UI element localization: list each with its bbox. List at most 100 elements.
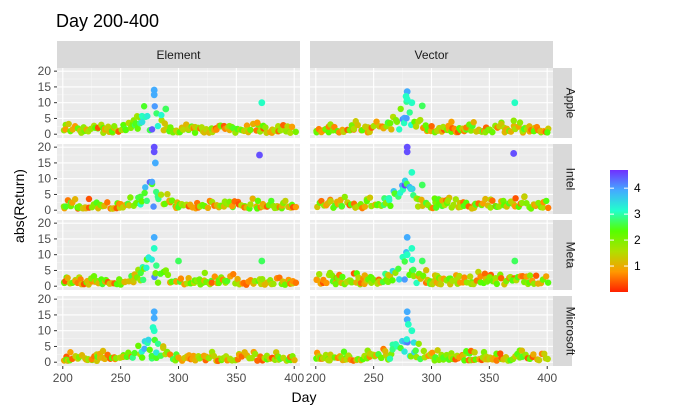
data-point [104, 199, 111, 206]
data-point [382, 348, 389, 355]
row-strip-microsoft: Microsoft [553, 296, 578, 366]
y-tick-label: 5 [44, 187, 51, 201]
data-point [151, 103, 158, 110]
x-tick-label: 350 [226, 371, 246, 385]
data-point [350, 125, 358, 133]
panel-microsoft-element [57, 296, 300, 366]
column-strip-label: Vector [414, 48, 448, 62]
x-tick-label: 300 [168, 371, 188, 385]
data-point [410, 272, 417, 280]
data-point [71, 196, 79, 203]
data-point-outlier [256, 151, 263, 159]
data-point [208, 279, 215, 286]
panel-apple-element [57, 68, 300, 138]
y-tick-label: 15 [38, 232, 52, 246]
data-point [386, 355, 394, 362]
data-point [386, 197, 393, 204]
data-point [141, 189, 148, 197]
data-point [131, 349, 138, 357]
data-point [143, 197, 151, 205]
data-point [419, 272, 427, 279]
data-point [497, 274, 505, 282]
y-tick-label: 15 [38, 80, 52, 94]
data-point [332, 280, 339, 288]
points [313, 233, 552, 288]
data-point [259, 275, 266, 283]
data-point [282, 197, 289, 205]
data-point [77, 276, 84, 283]
data-point [223, 277, 231, 285]
data-point [395, 265, 402, 272]
data-point [90, 272, 98, 280]
data-point [510, 117, 517, 124]
legend-tick-label: 1 [634, 259, 641, 273]
data-point [148, 256, 155, 263]
data-point [268, 197, 275, 205]
data-point [143, 264, 150, 272]
data-point [512, 195, 519, 202]
data-point-outlier [402, 92, 410, 100]
data-point [412, 123, 420, 130]
data-point-outlier [403, 148, 411, 156]
points [314, 143, 552, 212]
data-point [134, 125, 141, 132]
data-point-outlier [162, 105, 170, 113]
data-point [164, 271, 172, 279]
data-point [354, 121, 361, 129]
y-axis-title: abs(Return) [11, 169, 27, 243]
data-point [471, 349, 478, 356]
data-point [539, 204, 547, 211]
data-point [452, 196, 460, 203]
data-point-outlier [150, 143, 158, 151]
panel-apple-vector [310, 68, 553, 138]
data-point-outlier [403, 251, 411, 259]
data-point [152, 270, 159, 277]
y-tick-label: 10 [38, 172, 52, 186]
data-point [153, 110, 160, 117]
row-strip-meta: Meta [553, 220, 578, 290]
data-point [437, 280, 445, 288]
data-point [230, 270, 237, 278]
data-point [148, 178, 156, 186]
data-point [127, 194, 134, 201]
column-strip-label: Element [156, 48, 201, 62]
data-point [422, 267, 430, 274]
y-tick-label: 20 [38, 64, 52, 78]
data-point [327, 197, 334, 205]
data-point [99, 347, 107, 355]
data-point [166, 351, 174, 358]
data-point [168, 197, 176, 204]
data-point [530, 351, 537, 358]
y-tick-label: 20 [38, 140, 52, 154]
y-tick-label: 5 [44, 339, 51, 353]
data-point [191, 129, 199, 136]
data-point [287, 129, 294, 136]
data-point [313, 276, 320, 284]
data-point [281, 281, 289, 288]
data-point [532, 272, 540, 279]
data-point [145, 336, 152, 344]
data-point [254, 197, 262, 205]
data-point [521, 193, 528, 200]
data-point [146, 346, 153, 353]
data-point [413, 279, 420, 287]
y-tick-label: 5 [44, 263, 51, 277]
data-point-outlier [408, 244, 416, 252]
data-point-outlier [149, 324, 157, 331]
points [313, 88, 552, 136]
row-strip-label: Microsoft [564, 307, 578, 356]
data-point-outlier [150, 308, 158, 316]
data-point [341, 193, 348, 201]
data-point [262, 124, 269, 131]
column-strip-vector: Vector [310, 41, 553, 68]
data-point [62, 126, 69, 133]
data-point-outlier [175, 257, 182, 265]
y-tick-label: 0 [44, 355, 51, 369]
data-point [135, 342, 142, 350]
data-point [229, 202, 236, 210]
data-point [366, 194, 374, 201]
data-point [518, 347, 526, 354]
data-point [489, 128, 496, 136]
